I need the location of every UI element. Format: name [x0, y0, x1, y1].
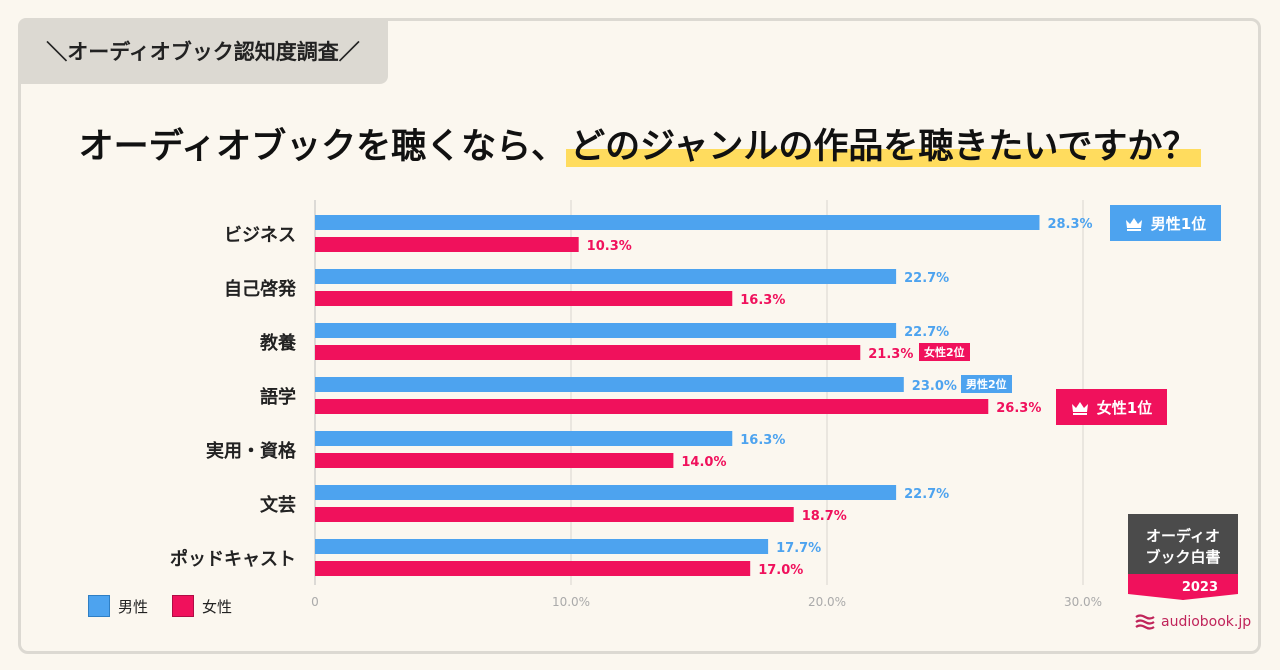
crown-icon	[1071, 401, 1088, 415]
title-part-2-highlight: どのジャンルの作品を聴きたいですか？	[566, 127, 1202, 167]
female-bar	[315, 345, 861, 360]
logo-year: 2023	[1182, 580, 1218, 595]
value-label: 26.3%	[996, 401, 1041, 416]
female-second-badge: 女性2位	[919, 343, 970, 361]
x-tick-label: 20.0%	[808, 595, 846, 609]
crown-icon	[1125, 217, 1142, 231]
site-name: audiobook.jp	[1161, 614, 1252, 630]
value-label: 22.7%	[904, 325, 949, 340]
male-bar	[315, 323, 897, 338]
female-bar	[315, 237, 579, 252]
category-label: 教養	[260, 332, 296, 354]
title-part-1: オーディオブックを聴くなら、	[78, 127, 567, 167]
value-label: 16.3%	[740, 433, 785, 448]
value-label: 17.0%	[758, 563, 803, 578]
value-label: 18.7%	[802, 509, 847, 524]
logo-line2: ブック白書	[1145, 548, 1220, 566]
male-bar	[315, 539, 769, 554]
category-label: 自己啓発	[224, 278, 297, 300]
category-label: 語学	[260, 386, 296, 408]
female-bar	[315, 291, 733, 306]
female-first-badge: 女性1位	[1056, 389, 1167, 425]
legend-female-label: 女性	[202, 597, 233, 616]
value-label: 22.7%	[904, 487, 949, 502]
male-bar	[315, 215, 1040, 230]
chart-title: オーディオブックを聴くなら、 どのジャンルの作品を聴きたいですか？	[0, 118, 1280, 169]
logo-graphic: オーディオ ブック白書 2023	[1128, 514, 1238, 600]
legend-male-swatch	[88, 595, 110, 617]
male-first-label: 男性1位	[1150, 214, 1207, 233]
male-bar	[315, 431, 733, 446]
female-bar	[315, 507, 794, 522]
x-tick-label: 0	[311, 595, 319, 609]
female-bar	[315, 453, 674, 468]
male-second-badge: 男性2位	[961, 375, 1012, 393]
site-logo: audiobook.jp	[1135, 614, 1251, 630]
value-label: 28.3%	[1047, 217, 1092, 232]
male-first-badge: 男性1位	[1110, 205, 1221, 241]
value-label: 16.3%	[740, 293, 785, 308]
female-bar	[315, 561, 751, 576]
category-label: ポッドキャスト	[170, 548, 296, 570]
female-bar	[315, 399, 989, 414]
legend-female-swatch	[172, 595, 195, 617]
male-bar	[315, 485, 897, 500]
x-tick-label: 10.0%	[552, 595, 590, 609]
male-bar	[315, 377, 904, 392]
audiobook-whitepaper-logo: オーディオ ブック白書 2023	[1128, 514, 1238, 600]
category-label: ビジネス	[224, 225, 296, 246]
audiobook-waves-icon	[1135, 614, 1155, 630]
legend-male-label: 男性	[118, 597, 149, 616]
value-label: 21.3%	[868, 347, 913, 362]
x-tick-label: 30.0%	[1064, 595, 1102, 609]
legend: 男性 女性	[88, 595, 232, 617]
value-label: 23.0%	[912, 379, 957, 394]
category-label: 文芸	[260, 494, 296, 516]
value-label: 10.3%	[587, 239, 632, 254]
value-label: 22.7%	[904, 271, 949, 286]
category-label: 実用・資格	[206, 440, 297, 462]
survey-tag: ＼オーディオブック認知度調査／	[18, 18, 388, 84]
female-first-label: 女性1位	[1096, 398, 1153, 417]
logo-line1: オーディオ	[1146, 527, 1220, 545]
value-label: 17.7%	[776, 541, 821, 556]
male-bar	[315, 269, 897, 284]
value-label: 14.0%	[681, 455, 726, 470]
